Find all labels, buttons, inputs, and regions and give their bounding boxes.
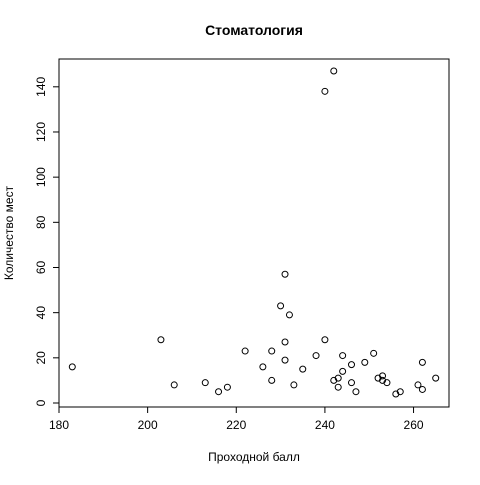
plot-frame (58, 58, 450, 408)
data-point (321, 87, 329, 95)
data-point (299, 365, 307, 373)
y-axis-label: Количество мест (2, 185, 16, 280)
data-point (312, 352, 320, 360)
data-point (157, 336, 165, 344)
data-point (277, 302, 285, 310)
x-axis-label: Проходной балл (208, 450, 300, 464)
y-tick-label: 80 (34, 215, 48, 229)
data-point (68, 363, 76, 371)
data-point (334, 374, 342, 382)
data-point (281, 270, 289, 278)
chart-title: Стоматология (205, 22, 303, 38)
data-point (321, 336, 329, 344)
y-tick-label: 0 (34, 399, 48, 406)
data-point (281, 338, 289, 346)
data-point (259, 363, 267, 371)
data-point (285, 311, 293, 319)
x-tick-label: 220 (226, 418, 246, 432)
x-tick-label: 260 (404, 418, 424, 432)
data-points (68, 67, 440, 398)
data-point (348, 361, 355, 369)
data-point (418, 358, 426, 366)
y-tick-label: 120 (34, 122, 48, 142)
x-tick-label: 200 (138, 418, 158, 432)
data-point (223, 383, 231, 391)
y-tick-label: 60 (34, 260, 48, 274)
data-point (361, 358, 369, 366)
data-point (268, 376, 276, 384)
data-point (281, 356, 289, 364)
x-tick-label: 180 (49, 418, 69, 432)
y-tick-label: 20 (34, 351, 48, 365)
data-point (432, 374, 440, 382)
data-point (339, 352, 347, 360)
data-point (379, 372, 387, 380)
data-point (339, 367, 347, 375)
y-tick-label: 140 (34, 76, 48, 96)
data-point (352, 388, 360, 396)
x-tick-label: 240 (315, 418, 335, 432)
data-point (414, 381, 422, 389)
data-point (396, 388, 404, 396)
data-point (170, 381, 178, 389)
data-point (241, 347, 249, 355)
data-point (330, 67, 338, 75)
data-point (334, 383, 342, 391)
x-axis: 180 200 220 240 260 (49, 406, 424, 432)
data-point (268, 347, 276, 355)
data-point (215, 388, 223, 396)
y-tick-label: 100 (34, 167, 48, 187)
data-point (383, 379, 391, 387)
data-point (370, 349, 378, 357)
y-tick-label: 40 (34, 306, 48, 320)
data-point (348, 379, 355, 387)
data-point (290, 381, 298, 389)
y-axis: 0 20 40 60 80 100 120 140 (34, 76, 60, 406)
data-point (418, 385, 426, 393)
data-point (201, 379, 209, 387)
